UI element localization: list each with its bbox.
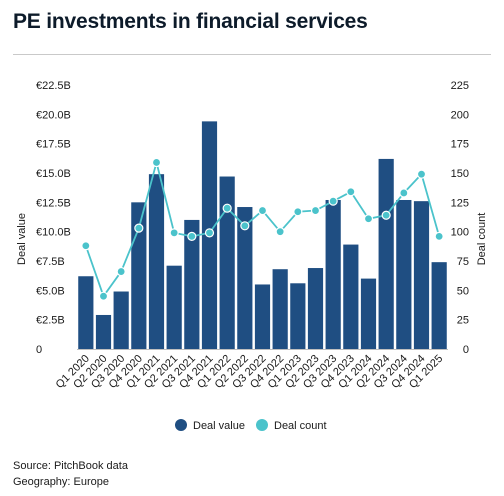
chart-title: PE investments in financial services (13, 10, 368, 33)
right-tick-label: 150 (451, 168, 469, 180)
deal-count-point (240, 221, 250, 231)
deal-value-bars (78, 121, 447, 350)
left-tick-label: €7.5B (36, 256, 65, 268)
right-tick-label: 50 (457, 285, 469, 297)
deal-count-point (275, 227, 285, 237)
left-tick-label: €15.0B (36, 168, 71, 180)
deal-count-point (204, 228, 215, 238)
deal-value-bar (219, 176, 235, 349)
deal-value-bar (307, 268, 324, 349)
deal-value-bar (290, 283, 306, 349)
left-axis-ticks: 0 €2.5B €5.0B €7.5B €10.0B €12.5B €15.0B €17.5B… (36, 80, 71, 356)
deal-count-point (310, 205, 321, 216)
left-tick-label: €10.0B (36, 227, 71, 239)
deal-value-bar (254, 284, 271, 349)
deal-value-bar (431, 262, 447, 349)
deal-count-point (257, 205, 268, 216)
deal-value-bar (78, 276, 94, 349)
left-tick-label: €22.5B (36, 80, 71, 92)
legend-deal-value-swatch (175, 419, 187, 431)
deal-value-bar (148, 174, 165, 349)
title-divider (13, 54, 491, 55)
deal-count-point (399, 188, 409, 198)
deal-count-point (434, 231, 444, 241)
left-tick-label: 0 (36, 344, 42, 356)
deal-value-bar (325, 199, 341, 349)
deal-value-bar (360, 278, 377, 349)
deal-value-bar (237, 207, 253, 349)
deal-count-point (151, 157, 162, 168)
deal-count-point (98, 291, 109, 301)
deal-value-bar (272, 269, 288, 349)
geography-note: Geography: Europe (13, 476, 110, 488)
deal-count-point (346, 187, 356, 197)
right-tick-label: 75 (457, 256, 469, 268)
right-tick-label: 0 (463, 344, 469, 356)
right-axis-label: Deal count (476, 213, 488, 266)
deal-value-bar (378, 158, 394, 349)
deal-count-point (363, 214, 374, 224)
deal-value-bar (343, 244, 359, 349)
deal-count-point (169, 228, 179, 238)
legend-deal-count-swatch (256, 419, 268, 431)
deal-value-bar (413, 201, 430, 349)
legend-deal-count-label: Deal count (274, 420, 327, 432)
left-tick-label: €20.0B (36, 109, 71, 121)
left-tick-label: €17.5B (36, 139, 71, 151)
left-tick-label: €5.0B (36, 285, 65, 297)
right-tick-label: 25 (457, 315, 469, 327)
deal-value-bar (396, 199, 412, 349)
deal-value-bar (113, 291, 129, 349)
deal-count-point (134, 223, 144, 233)
deal-count-point (116, 266, 126, 277)
deal-count-point (416, 169, 427, 179)
right-tick-label: 200 (451, 109, 469, 121)
deal-value-bar (95, 314, 112, 349)
deal-count-point (381, 210, 391, 220)
deal-count-line (81, 157, 444, 301)
deal-value-bar (166, 265, 182, 349)
deal-value-bar (184, 219, 200, 349)
source-note: Source: PitchBook data (13, 460, 128, 472)
right-tick-label: 225 (451, 80, 469, 92)
deal-count-point (328, 196, 338, 206)
deal-count-point (187, 231, 197, 241)
deal-count-point (293, 207, 303, 217)
right-tick-label: 175 (451, 139, 469, 151)
right-tick-label: 125 (451, 197, 469, 209)
right-tick-label: 100 (451, 227, 469, 239)
left-axis-label: Deal value (16, 213, 28, 265)
legend: Deal value Deal count (175, 419, 327, 432)
right-axis-ticks: 0 25 50 75 100 125 150 175 200 225 (451, 80, 469, 356)
legend-deal-value-label: Deal value (193, 420, 245, 432)
left-tick-label: €2.5B (36, 315, 65, 327)
left-tick-label: €12.5B (36, 197, 71, 209)
deal-count-point (222, 203, 232, 213)
deal-count-point (81, 241, 91, 251)
